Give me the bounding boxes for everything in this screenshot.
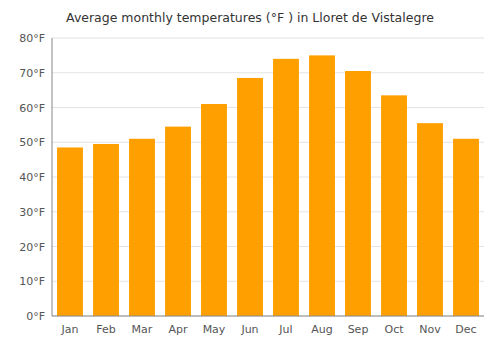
grid-line — [52, 38, 484, 39]
chart-svg: Average monthly temperatures (°F ) in Ll… — [0, 0, 500, 350]
bar — [417, 123, 443, 316]
bar — [309, 55, 335, 316]
bar — [201, 104, 227, 316]
grid-line — [52, 72, 484, 73]
chart-title: Average monthly temperatures (°F ) in Ll… — [66, 10, 434, 25]
grid-line — [52, 316, 484, 317]
bar — [57, 147, 83, 316]
y-axis-line — [52, 38, 53, 316]
y-tick-label: 80°F — [19, 32, 45, 45]
y-tick-label: 30°F — [19, 206, 45, 219]
y-tick-label: 60°F — [19, 102, 45, 115]
grid — [52, 38, 484, 316]
y-tick-label: 50°F — [19, 136, 45, 149]
y-tick-label: 70°F — [19, 67, 45, 80]
x-axis: Jan Feb Mar Apr May Jun Jul Aug Sep Oct Nov Dec — [61, 323, 477, 336]
x-tick-label: Apr — [168, 323, 188, 336]
bar — [273, 59, 299, 316]
x-tick-label: May — [203, 323, 226, 336]
y-tick-label: 10°F — [19, 275, 45, 288]
x-tick-label: Jul — [278, 323, 292, 336]
bar — [165, 127, 191, 316]
bar — [129, 139, 155, 316]
bar — [237, 78, 263, 316]
x-axis-line — [52, 316, 484, 317]
x-tick-label: Sep — [348, 323, 369, 336]
bar — [381, 95, 407, 316]
x-tick-label: Mar — [132, 323, 153, 336]
y-tick-label: 40°F — [19, 171, 45, 184]
x-tick-label: Aug — [311, 323, 332, 336]
y-tick-label: 20°F — [19, 241, 45, 254]
x-tick-label: Jan — [61, 323, 79, 336]
bar — [93, 144, 119, 316]
y-axis: 0°F 10°F 20°F 30°F 40°F 50°F 60°F 70°F 80°F — [19, 32, 45, 323]
bar — [453, 139, 479, 316]
y-tick-label: 0°F — [26, 310, 45, 323]
x-tick-label: Nov — [419, 323, 441, 336]
bars — [57, 55, 479, 316]
chart-container: Average monthly temperatures (°F ) in Ll… — [0, 0, 500, 350]
grid-line — [52, 107, 484, 108]
x-tick-label: Jun — [240, 323, 258, 336]
x-tick-label: Feb — [96, 323, 115, 336]
x-tick-label: Oct — [384, 323, 404, 336]
bar — [345, 71, 371, 316]
x-tick-label: Dec — [455, 323, 476, 336]
